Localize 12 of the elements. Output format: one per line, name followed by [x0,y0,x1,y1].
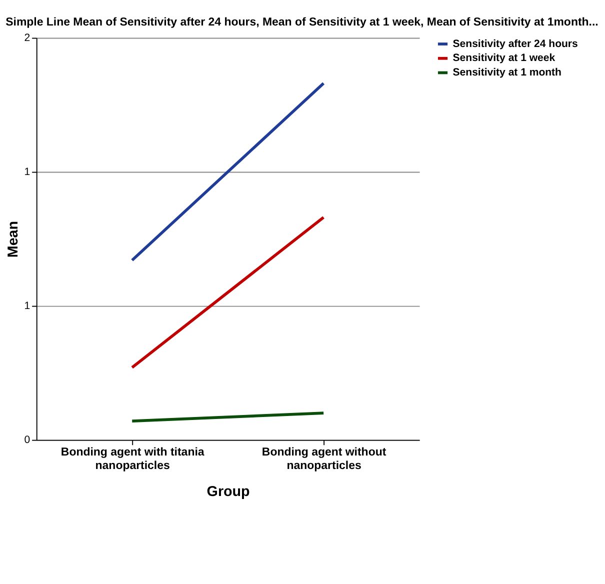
x-tick-label: Bonding agent with titania nanoparticles [60,446,205,472]
y-axis-title: Mean [6,220,22,258]
chart-title: Simple Line Mean of Sensitivity after 24 hours, Mean of Sensitivity at 1 week, Mean of Sensitivity at 1month... [6,16,598,28]
y-tick-label: 2 [24,32,30,44]
y-tick-label: 1 [24,300,30,312]
legend-label: Sensitivity at 1 week [452,52,556,64]
x-axis-title: Group [206,484,250,500]
x-tick-label: Bonding agent without nanoparticles [262,446,386,472]
legend-label: Sensitivity at 1 month [452,66,562,79]
y-tick-label: 1 [24,166,30,178]
legend-label: Sensitivity after 24 hours [452,38,578,50]
y-tick-label: 0 [24,434,30,446]
